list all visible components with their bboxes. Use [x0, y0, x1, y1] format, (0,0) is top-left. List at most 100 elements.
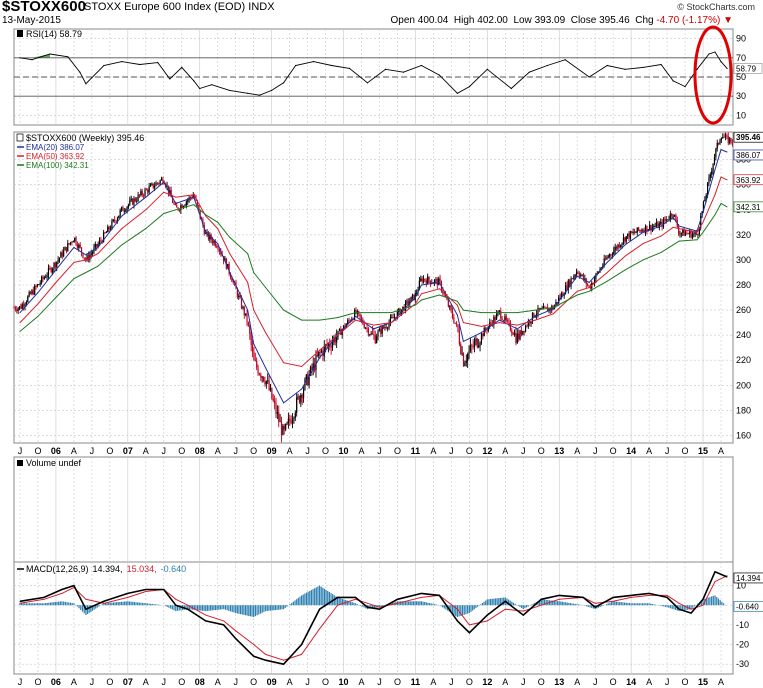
ema100-point — [175, 209, 177, 211]
macd-histogram-bar — [558, 601, 560, 606]
x-tick-label-bottom: 11 — [411, 677, 421, 687]
price-candle — [462, 353, 465, 366]
macd-histogram-bar — [297, 597, 299, 606]
price-candle — [549, 308, 551, 311]
ema20-point — [456, 314, 458, 316]
macd-histogram-bar — [468, 605, 470, 614]
price-candle — [228, 263, 230, 274]
x-tick-label-bottom: A — [574, 677, 580, 687]
price-candle — [722, 137, 724, 139]
macd-point — [456, 620, 458, 622]
price-y-tick-label: 320 — [736, 230, 751, 240]
macd-histogram-bar — [108, 602, 110, 606]
price-candle — [337, 331, 339, 337]
macd-histogram-bar — [645, 603, 647, 606]
macd-histogram-bar — [38, 603, 40, 606]
rsi-point — [271, 89, 273, 92]
ema50-point — [163, 191, 165, 193]
ema20-point — [438, 281, 440, 283]
price-y-tick-label: 260 — [736, 305, 751, 315]
price-candle — [533, 312, 535, 318]
price-candle — [675, 214, 677, 220]
price-candle — [294, 412, 296, 418]
price-candle — [686, 232, 688, 234]
macd-histogram-bar — [259, 605, 262, 614]
macd-histogram-bar — [571, 603, 573, 606]
price-candle — [363, 324, 365, 328]
ema100-point — [720, 202, 722, 204]
x-tick-label-bottom: J — [233, 677, 238, 687]
macd-histogram-bar — [51, 602, 53, 606]
x-tick-label: A — [718, 446, 724, 456]
price-candle — [192, 195, 194, 199]
ema100-point — [373, 312, 374, 314]
rsi-point — [312, 61, 315, 63]
price-candle — [573, 276, 575, 279]
x-tick-label-bottom: O — [610, 677, 617, 687]
price-candle — [125, 210, 127, 212]
rsi-point — [642, 66, 644, 68]
macd-point — [223, 624, 225, 626]
ema20-point — [283, 402, 285, 404]
macd-histogram-bar — [170, 605, 172, 609]
price-candle — [731, 141, 734, 143]
x-tick-label-bottom: O — [322, 677, 329, 687]
x-tick-label-bottom: J — [593, 677, 598, 687]
price-candle — [496, 313, 498, 320]
price-candle — [413, 294, 415, 300]
ema100-point — [97, 265, 99, 267]
ema20-point — [606, 261, 608, 263]
price-candle — [487, 326, 489, 331]
price-candle — [47, 268, 50, 276]
rsi-point — [384, 68, 387, 70]
macd-histogram-bar — [592, 605, 595, 609]
price-candle — [46, 275, 48, 278]
price-candle — [469, 345, 472, 351]
price-candle — [486, 329, 488, 331]
price-candle — [216, 246, 218, 248]
price-candle — [152, 183, 154, 188]
x-tick-label-bottom: A — [718, 677, 724, 687]
price-candle — [558, 297, 560, 304]
macd-histogram-bar — [643, 603, 645, 606]
macd-histogram-bar — [64, 601, 66, 606]
price-candle — [642, 230, 644, 232]
ema100-point — [337, 317, 339, 319]
price-candle — [283, 425, 285, 430]
macd-histogram-bar — [243, 605, 245, 615]
macd-point — [504, 600, 506, 602]
price-candle — [660, 221, 662, 224]
macd-histogram-bar — [408, 601, 410, 606]
macd-histogram-bar — [651, 603, 653, 606]
macd-histogram-bar — [675, 605, 677, 610]
ema50-point — [247, 281, 249, 283]
macd-point — [648, 592, 650, 594]
macd-point — [301, 644, 303, 646]
price-candle — [13, 307, 15, 309]
price-candle — [414, 293, 416, 300]
ema100-point — [726, 206, 728, 208]
price-candle — [370, 333, 372, 335]
macd-histogram-bar — [403, 601, 405, 606]
macd-signal-point — [43, 598, 45, 600]
price-candle — [111, 221, 113, 229]
price-candle — [227, 263, 229, 269]
macd-histogram-bar — [109, 602, 111, 606]
macd-point — [103, 600, 105, 602]
price-candle — [454, 322, 456, 324]
ema100-point — [121, 244, 123, 246]
macd-histogram-bar — [235, 605, 237, 614]
price-candle — [327, 343, 329, 347]
price-candle — [206, 232, 208, 233]
macd-histogram-bar — [443, 605, 445, 609]
macd-histogram-bar — [401, 601, 403, 606]
macd-histogram-bar — [314, 588, 316, 606]
price-candle — [90, 253, 92, 255]
ema50-point — [588, 287, 590, 288]
price-candle — [61, 252, 63, 257]
x-tick-label-bottom: J — [665, 677, 670, 687]
price-candle — [468, 350, 470, 355]
macd-histogram-bar — [294, 600, 296, 606]
price-candle — [377, 331, 379, 337]
macd-histogram-bar — [137, 602, 139, 606]
